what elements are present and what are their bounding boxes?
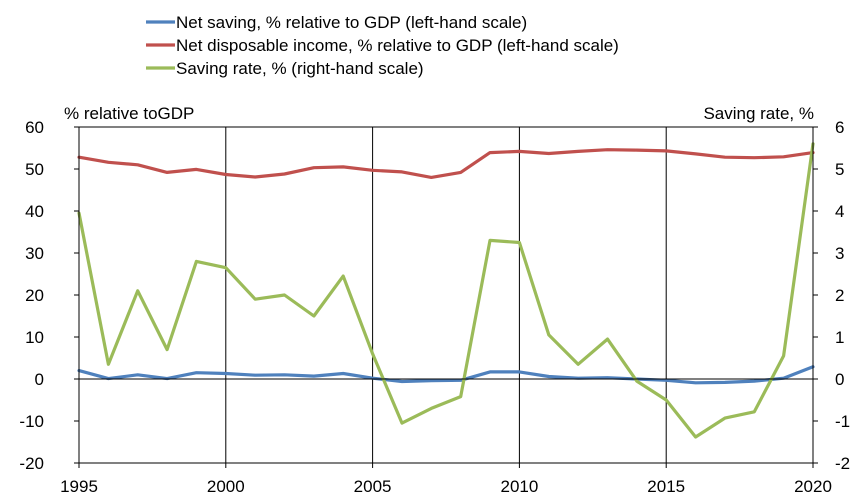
right-tick-label: 2	[835, 286, 844, 305]
left-tick-label: 20	[25, 286, 44, 305]
left-tick-label: 50	[25, 160, 44, 179]
x-axis-ticks: 1995 2000 2005 2010 2015 2020	[60, 463, 832, 496]
series-line-saving-rate	[77, 142, 815, 439]
x-tick-label: 2010	[500, 477, 538, 496]
legend-label-saving-rate: Saving rate, % (right-hand scale)	[176, 59, 424, 78]
gridlines	[78, 127, 814, 463]
left-tick-label: -20	[19, 454, 44, 473]
legend: Net saving, % relative to GDP (left-hand…	[146, 13, 619, 78]
x-tick-label: 2020	[794, 477, 832, 496]
x-tick-label: 2015	[647, 477, 685, 496]
left-axis-title: % relative toGDP	[64, 104, 194, 123]
right-tick-label: 0	[835, 370, 844, 389]
left-tick-label: 10	[25, 328, 44, 347]
right-axis-ticks: 6 5 4 3 2 1 0 -1 -2	[813, 118, 850, 473]
x-tick-label: 2000	[207, 477, 245, 496]
right-tick-label: 3	[835, 244, 844, 263]
right-tick-label: 4	[835, 202, 844, 221]
x-tick-label: 1995	[60, 477, 98, 496]
right-tick-label: -1	[835, 412, 850, 431]
left-axis-ticks: 60 50 40 30 20 10 0 -10 -20	[19, 118, 79, 473]
axes	[78, 126, 814, 464]
series-line-net-disposable-income	[77, 148, 815, 179]
right-tick-label: 1	[835, 328, 844, 347]
left-tick-label: 60	[25, 118, 44, 137]
left-tick-label: 0	[35, 370, 44, 389]
right-tick-label: 6	[835, 118, 844, 137]
x-tick-label: 2005	[354, 477, 392, 496]
right-tick-label: -2	[835, 454, 850, 473]
left-tick-label: -10	[19, 412, 44, 431]
series-line-net-saving	[77, 365, 815, 385]
left-tick-label: 30	[25, 244, 44, 263]
legend-label-net-saving: Net saving, % relative to GDP (left-hand…	[176, 13, 527, 32]
right-tick-label: 5	[835, 160, 844, 179]
series-lines	[77, 142, 815, 439]
left-tick-label: 40	[25, 202, 44, 221]
right-axis-title: Saving rate, %	[703, 104, 814, 123]
legend-label-net-disposable-income: Net disposable income, % relative to GDP…	[176, 36, 619, 55]
